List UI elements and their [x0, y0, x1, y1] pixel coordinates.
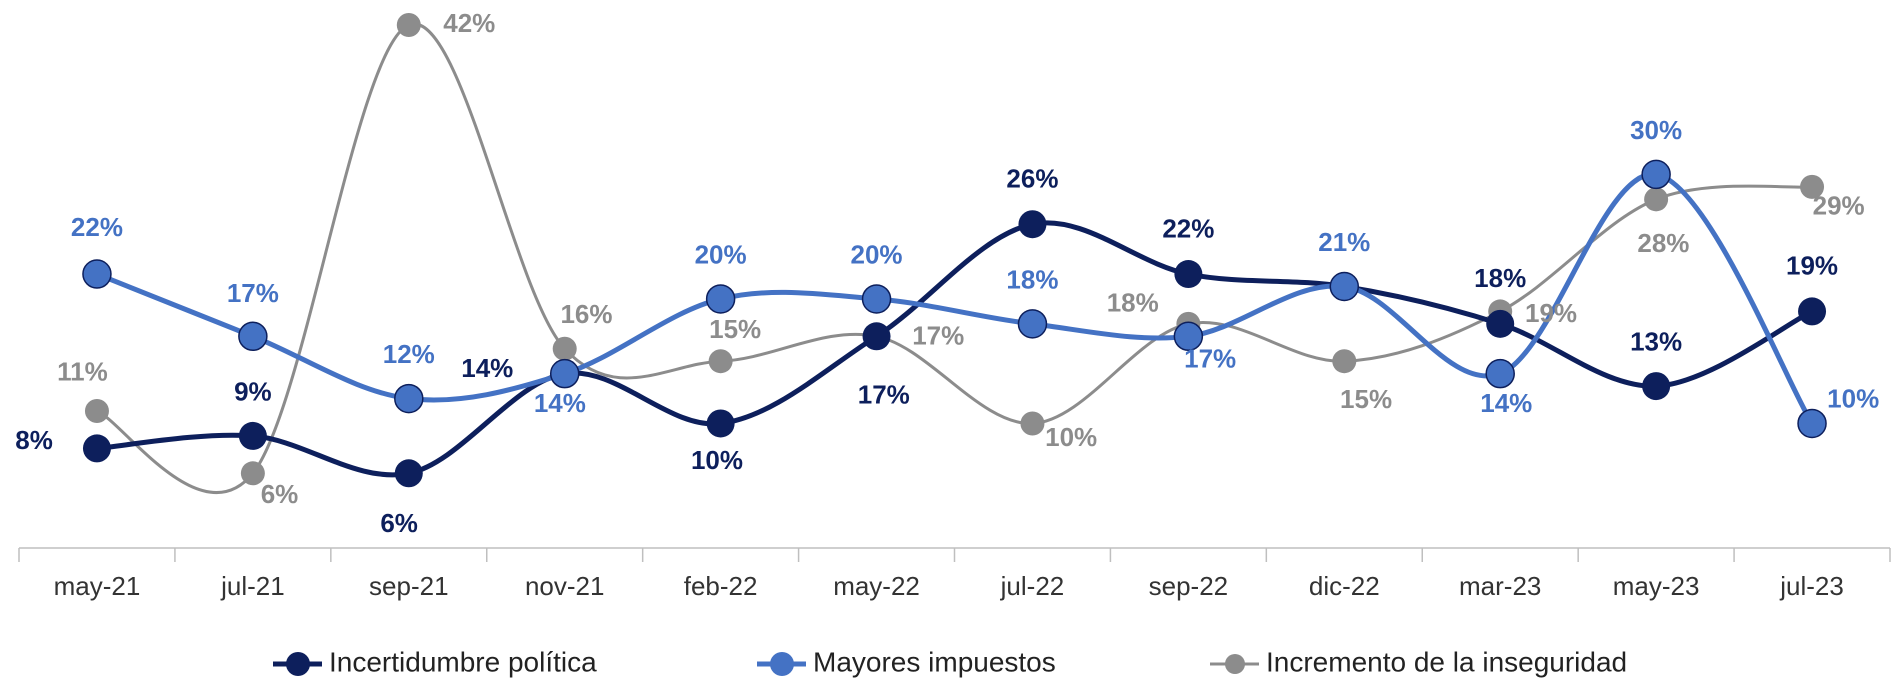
point — [84, 399, 109, 424]
value-label: 14% — [534, 388, 586, 418]
legend-label: Incertidumbre política — [329, 646, 597, 677]
x-tick-label: may-21 — [54, 571, 141, 601]
value-label: 6% — [380, 508, 418, 538]
legend-label: Mayores impuestos — [813, 646, 1056, 677]
point — [394, 459, 423, 488]
point — [706, 409, 735, 438]
value-label: 20% — [851, 239, 903, 269]
markers — [82, 13, 1827, 488]
value-label: 10% — [1827, 383, 1879, 413]
value-label: 11% — [57, 356, 108, 386]
point — [862, 322, 891, 351]
value-label: 17% — [858, 380, 910, 410]
x-tick-label: sep-21 — [369, 571, 449, 601]
x-tick-label: nov-21 — [525, 571, 605, 601]
point — [1018, 210, 1047, 239]
point — [552, 336, 577, 361]
value-label: 9% — [234, 376, 272, 406]
x-tick-label: jul-23 — [1779, 571, 1844, 601]
point — [238, 321, 268, 352]
value-labels: 11% 6% 42% 16% 15% 17% 10% 18% 15% 19% 28% 29% 8% 9% 6… — [15, 8, 1879, 538]
point — [238, 421, 267, 450]
legend-marker — [286, 652, 310, 676]
x-tick-label: may-22 — [833, 571, 920, 601]
value-label: 6% — [261, 479, 299, 509]
x-tick-label: jul-22 — [1000, 571, 1065, 601]
value-label: 42% — [443, 8, 495, 38]
value-label: 15% — [709, 314, 761, 344]
value-label: 14% — [461, 353, 513, 383]
point — [1020, 411, 1045, 436]
point — [1173, 321, 1204, 352]
legend-marker — [1225, 654, 1245, 674]
lines — [96, 22, 1815, 494]
value-label: 22% — [71, 212, 123, 242]
point — [396, 13, 421, 37]
point — [1017, 309, 1048, 339]
legend-label: Incremento de la inseguridad — [1266, 646, 1627, 677]
value-label: 13% — [1630, 327, 1682, 357]
value-label: 19% — [1525, 298, 1577, 328]
point — [1644, 187, 1669, 212]
x-tick-label: jul-21 — [220, 571, 285, 601]
point — [240, 461, 265, 486]
value-label: 12% — [383, 339, 435, 369]
value-label: 10% — [1045, 422, 1097, 452]
value-label: 21% — [1318, 227, 1370, 257]
x-tick-label: may-23 — [1613, 571, 1700, 601]
value-label: 29% — [1813, 190, 1865, 220]
value-label: 18% — [1006, 264, 1058, 294]
x-tick-label: sep-22 — [1149, 571, 1229, 601]
value-label: 17% — [912, 320, 964, 350]
value-label: 16% — [560, 299, 612, 329]
value-label: 20% — [695, 239, 747, 269]
point — [705, 284, 736, 314]
value-label: 28% — [1637, 228, 1689, 258]
point — [82, 434, 111, 463]
x-tick-label: feb-22 — [684, 571, 758, 601]
legend-marker — [770, 652, 794, 676]
value-label: 18% — [1474, 263, 1526, 293]
point — [1329, 271, 1360, 302]
value-label: 8% — [15, 425, 53, 455]
point — [394, 383, 424, 414]
point — [1485, 358, 1515, 389]
value-label: 17% — [1184, 343, 1236, 373]
point — [82, 259, 112, 289]
value-label: 14% — [1480, 388, 1532, 418]
x-tick-label: dic-22 — [1309, 571, 1380, 601]
value-label: 10% — [691, 445, 743, 475]
point — [1174, 260, 1203, 289]
point — [1642, 372, 1671, 401]
point — [549, 358, 580, 389]
value-label: 19% — [1786, 251, 1838, 281]
value-label: 30% — [1630, 115, 1682, 145]
point — [861, 284, 892, 314]
point — [1486, 309, 1515, 338]
value-label: 18% — [1107, 287, 1159, 317]
value-label: 15% — [1340, 384, 1392, 414]
series-line — [96, 22, 1813, 494]
point — [1641, 159, 1671, 190]
value-label: 26% — [1006, 164, 1058, 194]
point — [1332, 349, 1357, 374]
point — [1798, 297, 1827, 326]
x-tick-label: mar-23 — [1459, 571, 1541, 601]
value-label: 17% — [227, 278, 279, 308]
point — [1797, 408, 1827, 439]
value-label: 22% — [1162, 213, 1214, 243]
point — [1800, 174, 1825, 199]
point — [708, 349, 733, 374]
